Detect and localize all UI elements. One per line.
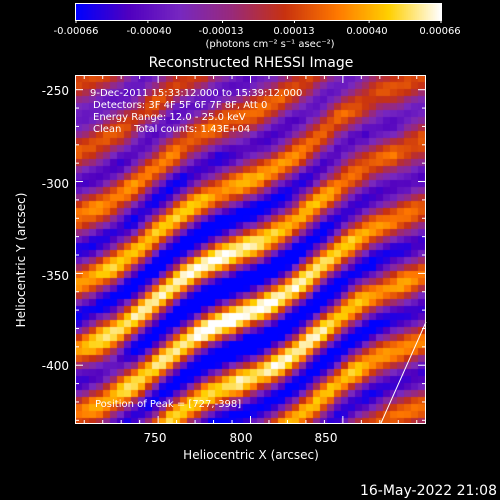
colorbar-ticks [75,20,442,23]
annotation-energy: Energy Range: 12.0 - 25.0 keV [93,112,246,123]
colorbar-tick-label: 0.00066 [419,26,460,37]
chart-title: Reconstructed RHESSI Image [149,55,354,71]
x-axis-label: Heliocentric X (arcsec) [183,448,319,462]
annotation-clean: Clean Total counts: 1.43E+04 [93,124,250,135]
colorbar [76,4,441,20]
colorbar-tick-label: -0.00066 [54,26,99,37]
y-tick-label: -400 [42,359,69,373]
annotation-detectors: Detectors: 3F 4F 5F 6F 7F 8F, Att 0 [93,100,267,111]
x-tick-label: 750 [144,431,167,445]
solar-limb-line [380,321,427,424]
y-tick-label: -350 [42,269,69,283]
colorbar-units: (photons cm⁻² s⁻¹ asec⁻²) [205,39,334,50]
y-tick-label: -250 [42,84,69,98]
colorbar-tick-label: -0.00040 [127,26,172,37]
colorbar-tick-label: 0.00040 [346,26,387,37]
annotation-time: 9-Dec-2011 15:33:12.000 to 15:39:12.000 [90,88,302,99]
colorbar-tick-label: 0.00013 [273,26,314,37]
colorbar-frame [75,3,442,21]
footer-date: 16-May-2022 21:08 [360,483,497,499]
y-tick-label: -300 [42,177,69,191]
annotation-peak: Position of Peak = [727,-398] [95,399,241,410]
x-tick-label: 800 [230,431,253,445]
y-axis-label: Heliocentric Y (arcsec) [14,193,28,328]
axis-ticks [75,75,426,424]
colorbar-tick-label: -0.00013 [199,26,244,37]
heatmap-image [75,75,426,424]
x-tick-label: 850 [315,431,338,445]
